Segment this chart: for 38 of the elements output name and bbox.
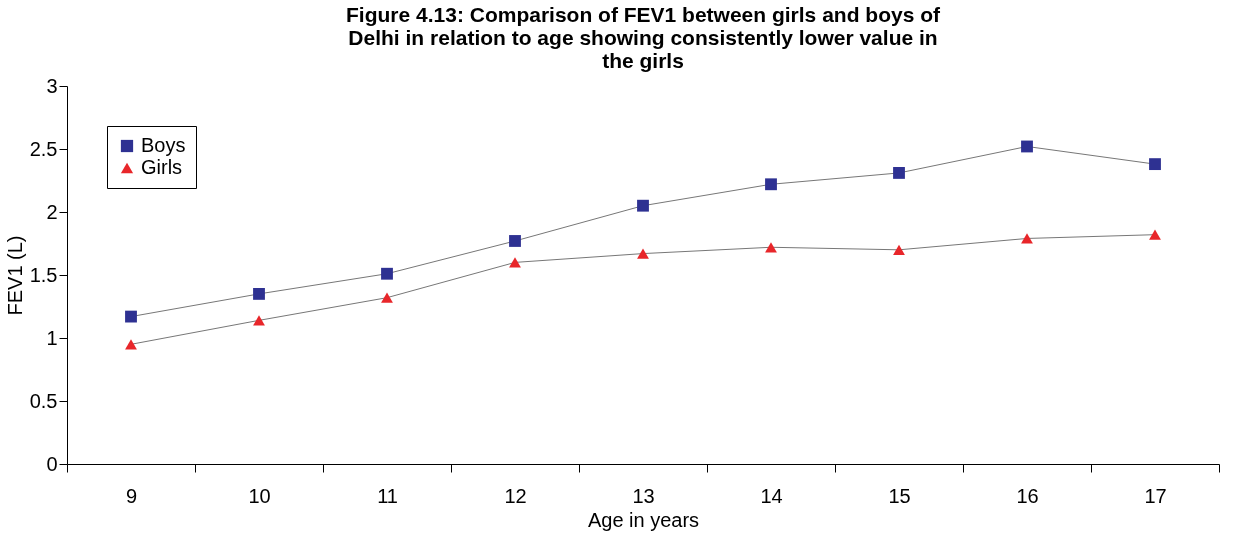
point [509,257,521,268]
y-tick-label: 2 [46,200,58,223]
y-tick-label: 2.5 [29,137,58,160]
point [637,199,649,212]
point [1021,140,1033,153]
x-tick-label: 12 [504,484,527,507]
y-axis-title: FEV1 (L) [3,235,26,316]
y-tick-label: 1.5 [29,263,58,286]
y-tick-label: 0.5 [29,389,58,412]
x-tick-label: 9 [125,484,138,507]
point [509,235,521,247]
x-tick-label: 11 [377,484,398,507]
point [765,178,777,191]
point [381,292,393,303]
x-tick-label: 16 [1016,484,1039,507]
point [125,310,137,323]
point [125,339,137,350]
x-tick-label: 15 [888,484,911,507]
point [1021,233,1033,244]
x-tick-label: 13 [632,484,655,507]
x-tick-label: 17 [1144,484,1167,507]
legend-label: Girls [141,156,183,178]
point [765,242,777,253]
x-tick-label: 10 [248,484,271,507]
x-tick-label: 14 [760,484,783,507]
point [893,167,905,179]
point [381,267,393,280]
legend-label: Boys [141,134,186,156]
point [637,248,649,259]
chart-title: Figure 4.13: Comparison of FEV1 between girls and boys of Delhi in relation to age showing consistently lower value in the girls [346,3,941,72]
point [253,287,265,300]
y-tick-label: 0 [46,452,58,475]
x-axis-title: Age in years [587,508,700,531]
y-tick-label: 1 [46,326,58,349]
point [1149,158,1161,171]
y-tick-label: 3 [46,74,58,97]
point [893,244,905,255]
point [1149,229,1161,240]
